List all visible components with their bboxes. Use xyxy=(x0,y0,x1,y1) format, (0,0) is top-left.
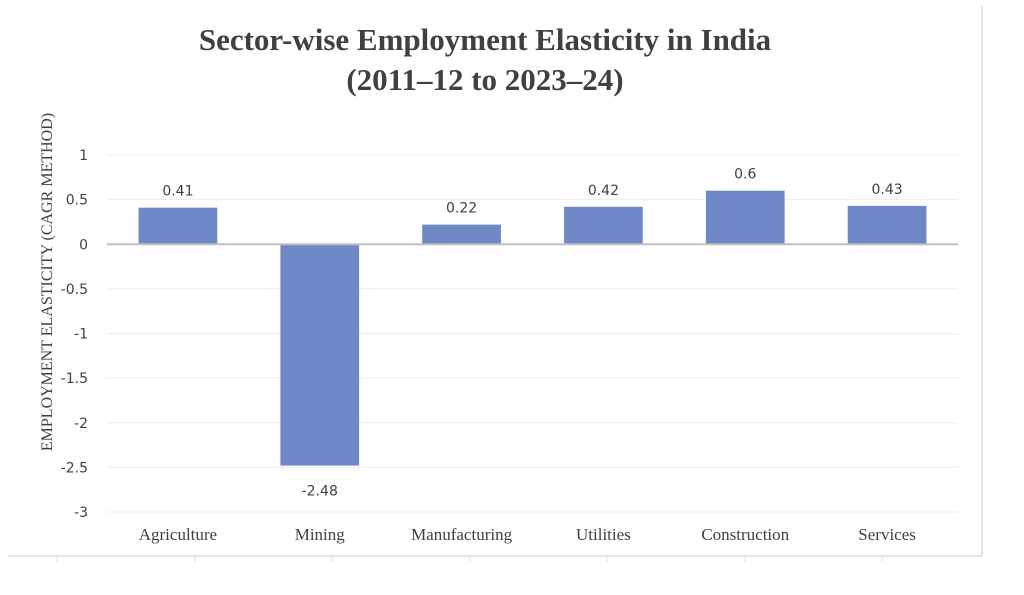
y-tick-label: 0.5 xyxy=(66,193,88,209)
y-tick-label: -0.5 xyxy=(61,282,88,298)
chart-subtitle: (2011–12 to 2023–24) xyxy=(346,62,623,97)
data-label: 0.22 xyxy=(446,201,477,217)
bar-mining xyxy=(280,244,360,466)
y-tick-label: -2 xyxy=(74,416,88,432)
data-label: 0.43 xyxy=(871,182,902,198)
data-label: 0.6 xyxy=(734,167,756,183)
data-label: -2.48 xyxy=(302,484,338,500)
y-tick-label: -1.5 xyxy=(61,371,88,387)
x-tick-label: Utilities xyxy=(576,525,631,544)
bar-services xyxy=(847,205,927,245)
y-axis-ticks: 1 0.5 0 -0.5 -1 -1.5 -2 -2.5 -3 xyxy=(61,148,88,521)
bar-manufacturing xyxy=(422,224,501,245)
y-tick-label: 1 xyxy=(79,148,88,164)
x-axis-categories: Agriculture Mining Manufacturing Utilities C… xyxy=(139,525,916,544)
x-tick-label: Services xyxy=(858,525,916,544)
data-label: 0.42 xyxy=(588,183,619,199)
chart-title: Sector-wise Employment Elasticity in Ind… xyxy=(199,22,772,57)
y-tick-label: -2.5 xyxy=(61,460,88,476)
y-axis-label: EMPLOYMENT ELASTICITY (CAGR METHOD) xyxy=(39,113,56,451)
data-labels: 0.41 -2.48 0.22 0.42 0.6 0.43 xyxy=(162,167,902,500)
card-frame-ticks xyxy=(56,34,985,562)
x-tick-label: Mining xyxy=(295,525,346,544)
data-label: 0.41 xyxy=(162,184,193,200)
x-tick-label: Manufacturing xyxy=(411,525,513,544)
gridlines xyxy=(107,154,958,513)
x-tick-label: Agriculture xyxy=(139,525,217,544)
x-tick-label: Construction xyxy=(701,525,789,544)
y-tick-label: 0 xyxy=(79,237,88,253)
bar-utilities xyxy=(564,206,643,245)
y-tick-label: -3 xyxy=(74,505,88,521)
bars xyxy=(138,190,927,466)
y-tick-label: -1 xyxy=(74,327,88,343)
bar-agriculture xyxy=(138,207,218,245)
bar-construction xyxy=(705,190,785,245)
